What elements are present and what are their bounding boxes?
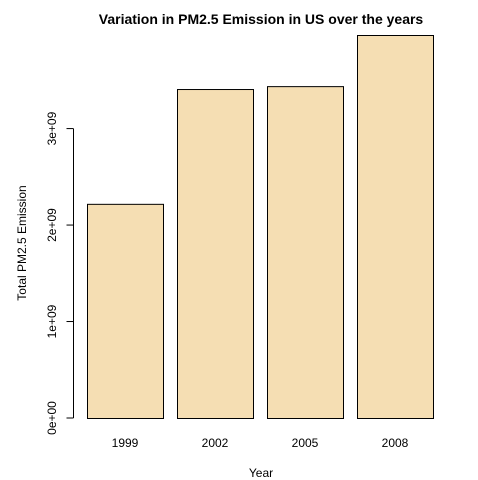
bar-2002 [177,89,254,420]
x-axis-label: Year [249,466,273,480]
bar-2005 [267,86,344,419]
chart-title: Variation in PM2.5 Emission in US over t… [99,11,424,27]
x-tick-label-1999: 1999 [112,436,139,450]
x-tick-label-2005: 2005 [292,436,319,450]
x-tick-label-2002: 2002 [202,436,229,450]
x-tick-label-2008: 2008 [382,436,409,450]
y-axis-label: Total PM2.5 Emission [15,185,29,300]
bar-1999 [87,203,164,419]
y-tick-label-1: 1e+09 [45,304,59,338]
bar-2008 [357,35,434,419]
y-tick-label-3: 3e+09 [45,111,59,145]
y-tick-label-2: 2e+09 [45,208,59,242]
bars-group [87,35,434,420]
x-tick-labels: 1999 2002 2005 2008 [112,436,409,450]
y-axis: 0e+00 1e+09 2e+09 3e+09 [45,111,74,435]
y-tick-label-0: 0e+00 [45,401,59,435]
